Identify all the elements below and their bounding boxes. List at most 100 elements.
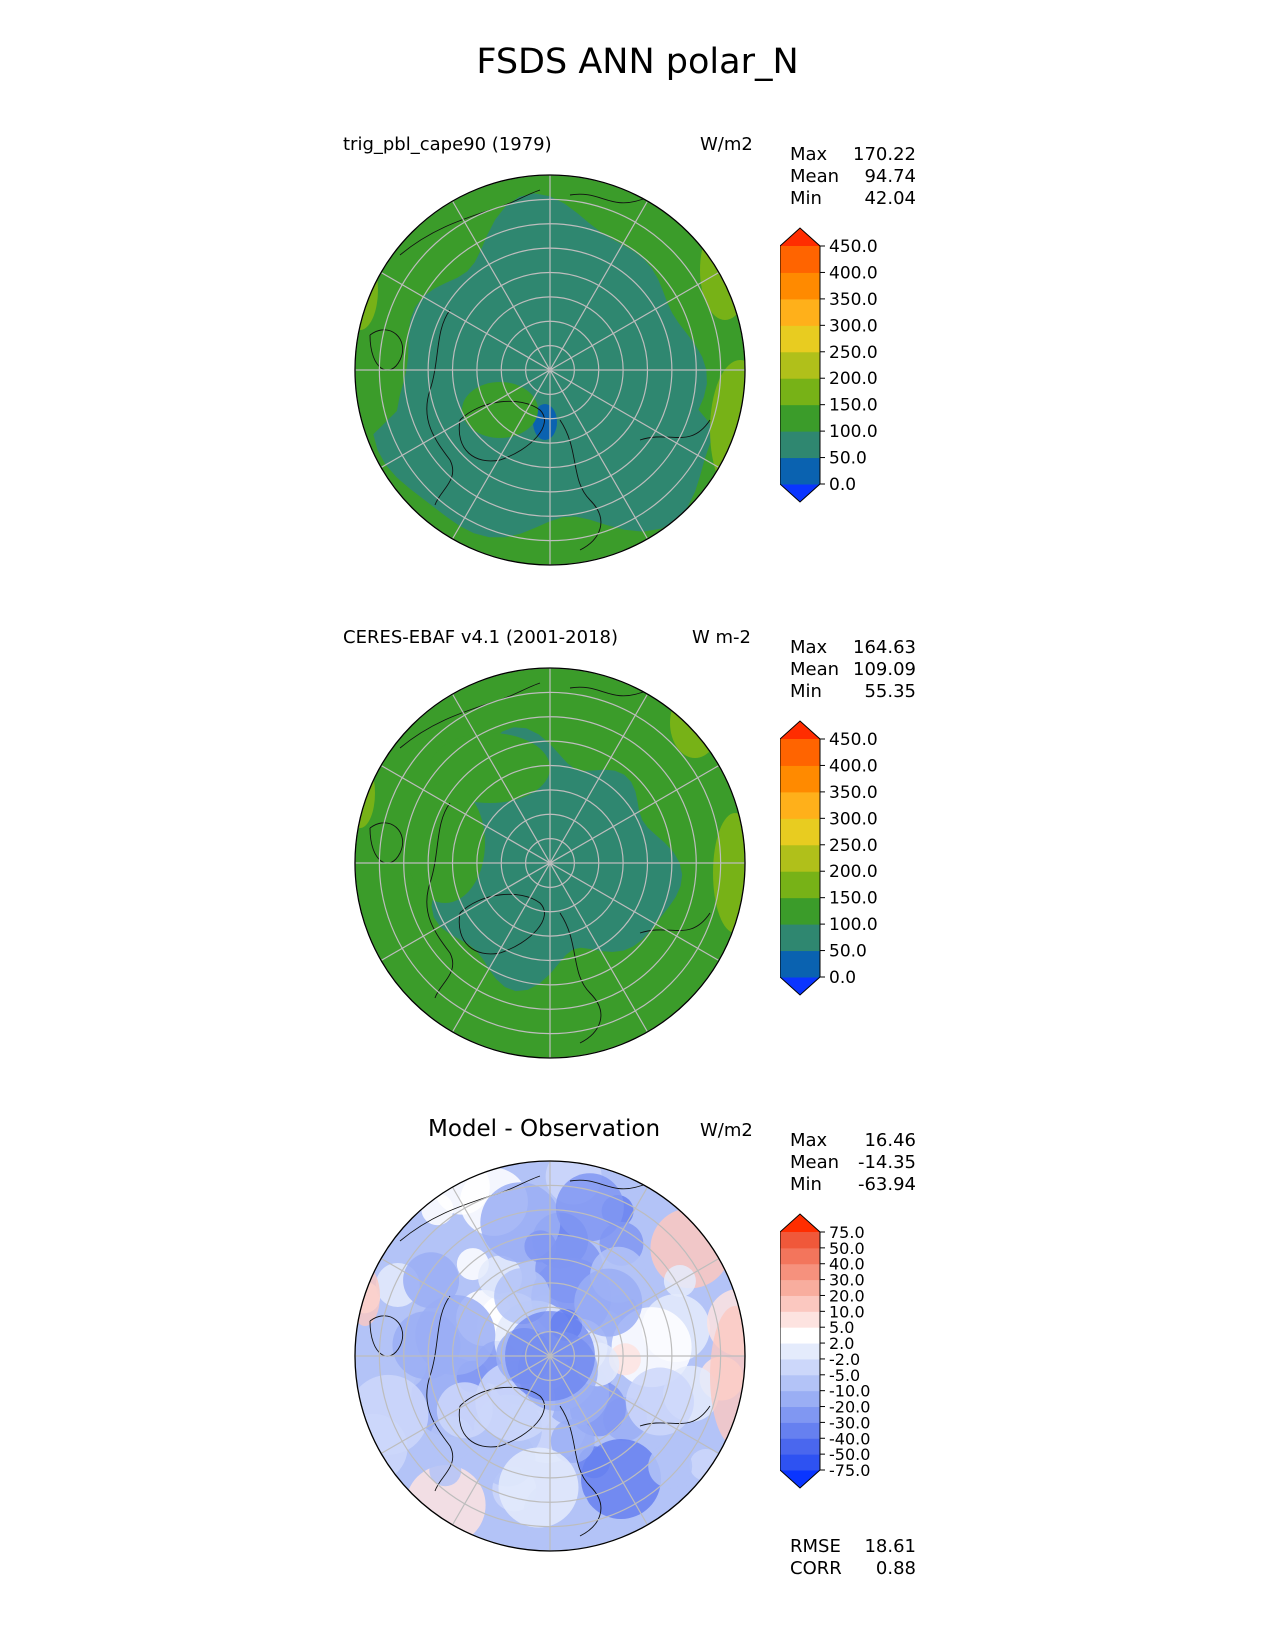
colorbar-segment	[780, 765, 820, 793]
panel-title: CERES-EBAF v4.1 (2001-2018)	[343, 627, 619, 648]
colorbar-tick-label: 250.0	[829, 343, 878, 363]
colorbar: -75.0-50.0-40.0-30.0-20.0-10.0-5.0-2.02.…	[780, 1213, 870, 1489]
colorbar-tick-label: 350.0	[829, 290, 878, 310]
meridian	[451, 693, 649, 1033]
colorbar-segment	[780, 739, 820, 766]
colorbar-segment	[780, 897, 820, 925]
field-patch	[550, 1419, 595, 1464]
stat-mean: Mean -14.35	[790, 1152, 916, 1173]
panel-units: W/m2	[700, 1120, 753, 1141]
colorbar-tick-label: 300.0	[829, 316, 878, 336]
colorbar-tick-label: 75.0	[829, 1223, 865, 1242]
colorbar-tick-label: 40.0	[829, 1255, 865, 1274]
stat-min: Min -63.94	[790, 1174, 916, 1195]
coastline	[369, 329, 404, 371]
colorbar-tick-label: 100.0	[829, 422, 878, 442]
colorbar-segment	[780, 1422, 820, 1439]
colorbar-tick-label: 0.0	[829, 475, 856, 495]
colorbar-tick-label: 400.0	[829, 263, 878, 283]
panel-difference: Model - Observation W/m2 Max 16.46 Mean -1…	[0, 1106, 1275, 1606]
colorbar-segment	[780, 950, 820, 978]
colorbar-segment	[780, 1454, 820, 1471]
coastline	[426, 309, 454, 506]
colorbar-segment	[780, 818, 820, 846]
colorbar-tick-label: 150.0	[829, 396, 878, 416]
colorbar-tick-label: 450.0	[829, 730, 878, 750]
coastline	[426, 1295, 454, 1492]
coastline	[458, 400, 545, 462]
colorbar-segment	[780, 431, 820, 459]
colorbar-segment	[780, 1438, 820, 1455]
colorbar-segment	[780, 457, 820, 485]
coastline	[369, 1315, 404, 1357]
stat-max: Max 170.22	[790, 144, 916, 165]
colorbar-extend-max	[780, 1214, 820, 1232]
field-patch	[710, 1306, 745, 1446]
stat-mean: Mean 94.74	[790, 166, 916, 187]
colorbar-extend-min	[780, 484, 820, 502]
colorbar-segment	[780, 844, 820, 872]
colorbar-segment	[780, 351, 820, 379]
colorbar-tick-label: -40.0	[829, 1429, 870, 1448]
field-patch	[421, 1193, 454, 1226]
colorbar-extend-min	[780, 1470, 820, 1488]
colorbar-segment	[780, 1263, 820, 1281]
colorbar-extend-min	[780, 977, 820, 995]
colorbar-tick-label: -30.0	[829, 1413, 870, 1432]
colorbar-segment	[780, 1406, 820, 1423]
stat-min: Min 55.35	[790, 681, 916, 702]
polar-map	[354, 174, 746, 566]
coastline	[458, 893, 545, 955]
colorbar-segment	[780, 1295, 820, 1312]
field-patch	[436, 1382, 493, 1439]
field-patch	[670, 688, 720, 758]
colorbar-tick-label: -2.0	[829, 1350, 860, 1369]
colorbar-tick-label: 350.0	[829, 783, 878, 803]
coastline	[458, 1386, 545, 1448]
coastline	[639, 912, 711, 934]
field-patch	[403, 1252, 460, 1309]
colorbar-tick-label: 0.0	[829, 968, 856, 988]
colorbar-segment	[780, 1232, 820, 1249]
colorbar-tick-label: -50.0	[829, 1445, 870, 1464]
colorbar-tick-label: 50.0	[829, 1239, 865, 1258]
map-field	[355, 1161, 745, 1551]
colorbar-tick-label: 250.0	[829, 836, 878, 856]
stat-max: Max 16.46	[790, 1130, 916, 1151]
colorbar-tick-label: 400.0	[829, 756, 878, 776]
colorbar-tick-label: 150.0	[829, 889, 878, 909]
panel-model: trig_pbl_cape90 (1979) W/m2 Max 170.22 Me…	[0, 120, 1275, 620]
colorbar-tick-label: 30.0	[829, 1271, 865, 1290]
colorbar-tick-label: 50.0	[829, 942, 867, 962]
field-patch	[648, 1444, 693, 1489]
colorbar-tick-label: 20.0	[829, 1286, 865, 1305]
colorbar-tick-label: 10.0	[829, 1302, 865, 1321]
map-field	[355, 175, 745, 565]
colorbar-tick-label: 300.0	[829, 809, 878, 829]
colorbar-segment	[780, 378, 820, 406]
coastline	[559, 912, 602, 1044]
stat-corr: CORR 0.88	[790, 1558, 916, 1579]
colorbar: 0.0 50.0 100.0 150.0 200.0 250.0 300.0 350.0 400…	[780, 227, 878, 503]
colorbar: 0.0 50.0 100.0 150.0 200.0 250.0 300.0 350.0 400…	[780, 720, 878, 996]
colorbar-segment	[780, 325, 820, 353]
panel-title: Model - Observation	[428, 1116, 661, 1142]
colorbar-segment	[780, 871, 820, 899]
coastline	[639, 419, 711, 441]
colorbar-segment	[780, 1311, 820, 1328]
colorbar-tick-label: 50.0	[829, 449, 867, 469]
panel-observation: CERES-EBAF v4.1 (2001-2018) W m-2 Max 164…	[0, 613, 1275, 1113]
colorbar-segment	[780, 404, 820, 432]
polar-map	[354, 667, 746, 1059]
colorbar-tick-label: -20.0	[829, 1398, 870, 1417]
field-patch	[494, 1268, 551, 1325]
colorbar-segment	[780, 1327, 820, 1344]
field-patch	[498, 1447, 579, 1528]
stat-mean: Mean 109.09	[790, 659, 916, 680]
colorbar-segment	[780, 1279, 820, 1296]
colorbar-segment	[780, 1358, 820, 1376]
colorbar-tick-label: 2.0	[829, 1334, 854, 1353]
colorbar-extend-max	[780, 721, 820, 739]
graticule	[355, 668, 745, 1058]
colorbar-tick-label: 200.0	[829, 369, 878, 389]
